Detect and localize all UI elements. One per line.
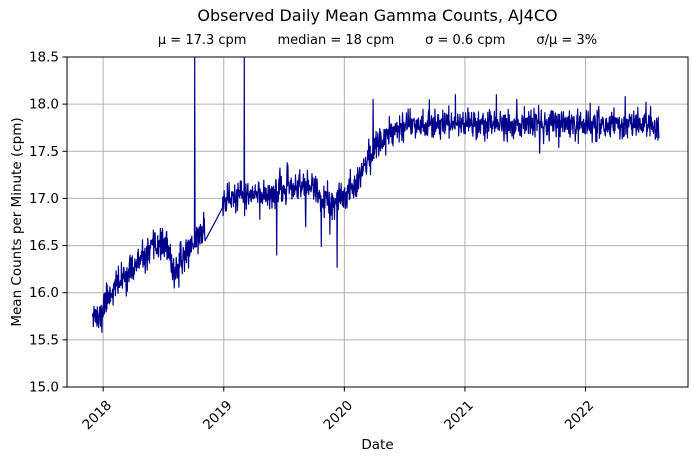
plot-border	[66, 56, 689, 388]
y-tick-label: 16.0	[29, 285, 59, 301]
y-tick-label: 17.0	[29, 191, 59, 207]
y-tick-label: 18.0	[29, 97, 59, 113]
x-tick-label: 2020	[321, 398, 357, 434]
chart-stats-line: μ = 17.3 cpm median = 18 cpm σ = 0.6 cpm…	[67, 33, 688, 49]
stat-mean: μ = 17.3 cpm	[157, 33, 247, 48]
stat-median: median = 18 cpm	[277, 33, 395, 48]
x-tick-label: 2019	[200, 398, 236, 434]
y-tick-label: 17.5	[29, 144, 59, 160]
y-tick-label: 15.5	[29, 332, 59, 348]
chart-title: Observed Daily Mean Gamma Counts, AJ4CO	[197, 6, 558, 25]
y-tick-label: 15.0	[29, 380, 59, 396]
data-series-line	[91, 57, 660, 333]
stat-sigma: σ = 0.6 cpm	[425, 33, 506, 48]
x-axis-label: Date	[361, 437, 394, 453]
x-tick-label: 2021	[441, 398, 477, 434]
y-tick-label: 18.5	[29, 50, 59, 66]
x-tick-label: 2022	[562, 398, 598, 434]
stat-sigma-over-mu: σ/μ = 3%	[536, 33, 598, 48]
x-tick-label: 2018	[79, 398, 115, 434]
y-tick-label: 16.5	[29, 238, 59, 254]
